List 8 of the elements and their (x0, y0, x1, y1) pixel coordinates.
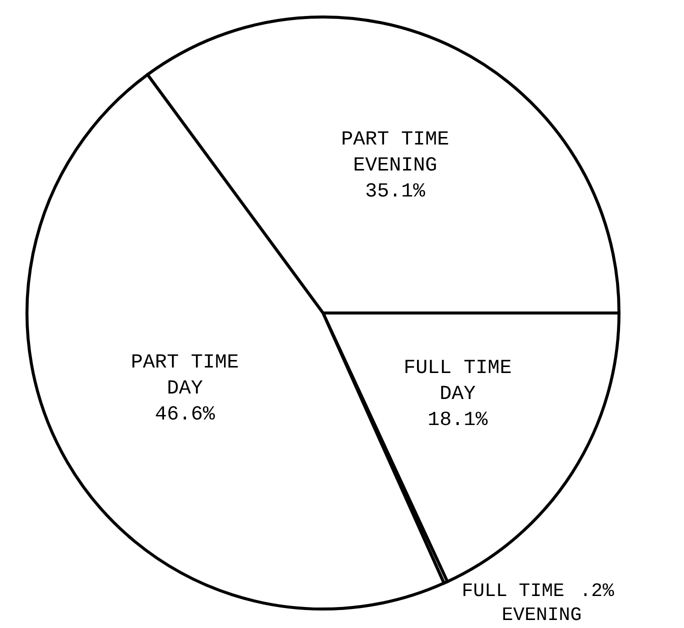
slice-label: PART TIME DAY (130, 352, 239, 400)
data-label: 18.1% (428, 409, 489, 432)
data-label: .2% (580, 580, 615, 602)
slice-label: PART TIME EVENING (341, 128, 450, 178)
slice-label: FULL TIME DAY (404, 357, 512, 406)
data-label: 35.1% (365, 180, 426, 204)
slice-label: FULL TIME EVENING (462, 580, 582, 626)
data-label: 46.6% (154, 404, 216, 426)
